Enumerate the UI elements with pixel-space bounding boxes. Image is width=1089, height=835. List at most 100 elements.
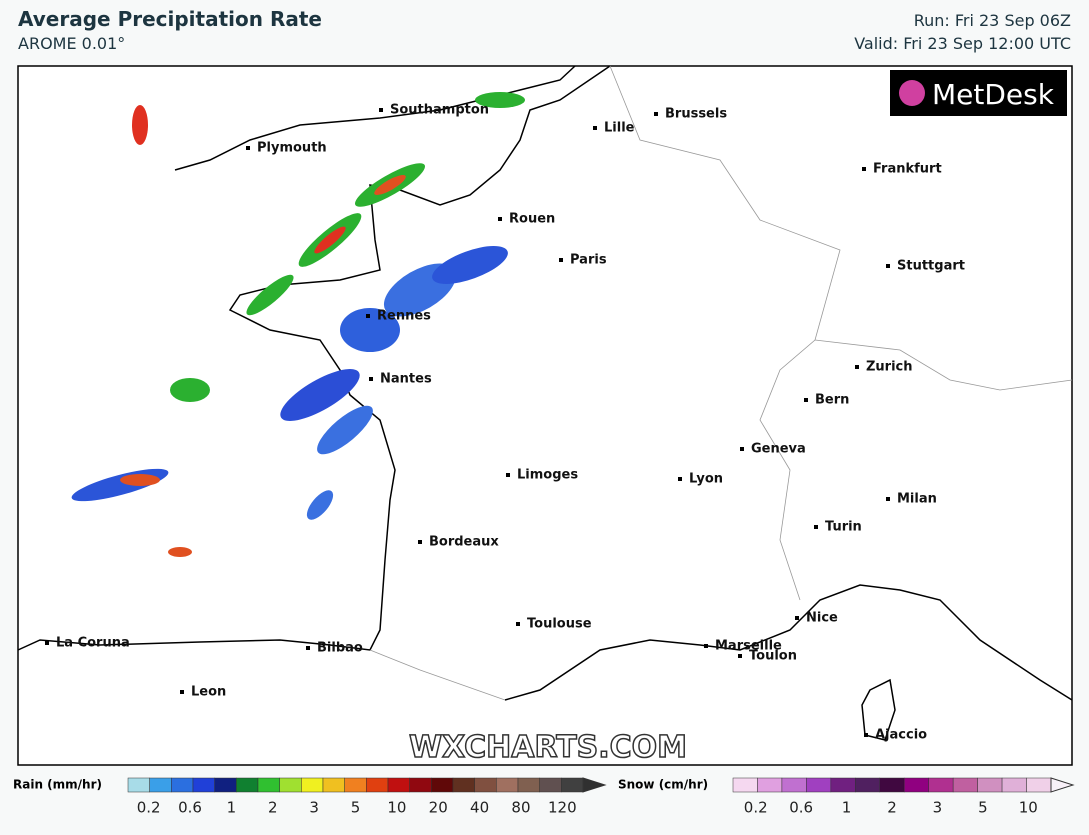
logo: MetDesk xyxy=(932,78,1055,111)
legend-swatch xyxy=(1026,777,1052,793)
legend-swatch xyxy=(236,777,259,793)
precipitation xyxy=(71,92,525,557)
legend-label: Snow (cm/hr) xyxy=(618,778,708,792)
city-label: Southampton xyxy=(390,103,489,118)
city-label: Bern xyxy=(815,393,849,408)
legend-swatch xyxy=(474,777,497,793)
legend-swatch xyxy=(192,777,215,793)
city-marker xyxy=(814,525,818,529)
legend-swatch xyxy=(301,777,324,793)
city-label: Toulon xyxy=(749,649,797,664)
legend-tick: 5 xyxy=(978,799,988,817)
legend-swatch xyxy=(977,777,1003,793)
city-label: Nantes xyxy=(380,372,432,387)
city-label: Bilbao xyxy=(317,641,363,656)
legend-swatch xyxy=(539,777,562,793)
city-marker xyxy=(886,264,890,268)
legend-swatch xyxy=(452,777,475,793)
city-label: Lille xyxy=(604,121,635,136)
city-label: Turin xyxy=(825,520,862,535)
legend-swatch xyxy=(903,777,929,793)
legend-tick: 0.2 xyxy=(137,799,161,817)
legend-arrow xyxy=(1050,777,1075,793)
legend-tick: 1 xyxy=(842,799,852,817)
legend-swatch xyxy=(496,777,519,793)
city-marker xyxy=(379,108,383,112)
map-frame xyxy=(17,65,1073,766)
legend-swatch xyxy=(732,777,758,793)
city-marker xyxy=(795,616,799,620)
legend-swatch xyxy=(279,777,302,793)
run-time: Run: Fri 23 Sep 06Z xyxy=(914,11,1071,30)
city-marker xyxy=(738,654,742,658)
legend-swatch xyxy=(344,777,367,793)
city-marker xyxy=(864,733,868,737)
legend-tick: 3 xyxy=(933,799,943,817)
city-label: Ajaccio xyxy=(875,728,927,743)
city-label: Zurich xyxy=(866,360,913,375)
legend-tick: 40 xyxy=(470,799,489,817)
city-marker xyxy=(804,398,808,402)
legend-swatch xyxy=(431,777,454,793)
legend-label: Rain (mm/hr) xyxy=(13,778,102,792)
city-label: Toulouse xyxy=(527,617,592,632)
city-label: Nice xyxy=(806,611,838,626)
city-marker xyxy=(306,646,310,650)
city-label: Brussels xyxy=(665,107,727,122)
coastlines xyxy=(17,65,1073,741)
legend-swatch xyxy=(214,777,237,793)
city-marker xyxy=(366,314,370,318)
city-marker xyxy=(369,377,373,381)
city-label: La Coruna xyxy=(56,636,130,651)
city-label: Frankfurt xyxy=(873,162,942,177)
city-marker xyxy=(704,644,708,648)
city-label: Plymouth xyxy=(257,141,327,156)
legend-tick: 2 xyxy=(887,799,897,817)
city-marker xyxy=(855,365,859,369)
city-marker xyxy=(559,258,563,262)
legend-swatch xyxy=(757,777,783,793)
legend-swatch xyxy=(952,777,978,793)
city-marker xyxy=(180,690,184,694)
legend-swatch xyxy=(127,777,150,793)
legend-swatch xyxy=(830,777,856,793)
city-label: Milan xyxy=(897,492,937,507)
city-label: Rennes xyxy=(377,309,431,324)
legend-tick: 1 xyxy=(227,799,237,817)
title: Average Precipitation Rate xyxy=(18,7,322,31)
legend-tick: 10 xyxy=(387,799,406,817)
valid-time: Valid: Fri 23 Sep 12:00 UTC xyxy=(854,34,1071,53)
city-marker xyxy=(516,622,520,626)
city-marker xyxy=(886,497,890,501)
city-label: Rouen xyxy=(509,212,555,227)
legend-swatch xyxy=(928,777,954,793)
legend-tick: 120 xyxy=(548,799,577,817)
city-marker xyxy=(506,473,510,477)
city-label: Bordeaux xyxy=(429,535,499,550)
legend-tick: 5 xyxy=(351,799,361,817)
city-label: Stuttgart xyxy=(897,259,965,274)
legend-tick: 10 xyxy=(1019,799,1038,817)
legend-swatch xyxy=(517,777,540,793)
city-label: Lyon xyxy=(689,472,723,487)
city-marker xyxy=(498,217,502,221)
legend-swatch xyxy=(257,777,280,793)
subtitle: AROME 0.01° xyxy=(18,34,125,53)
city-label: Geneva xyxy=(751,442,806,457)
legend-tick: 0.6 xyxy=(178,799,202,817)
legend-swatch xyxy=(879,777,905,793)
legend-swatch xyxy=(171,777,194,793)
legend-swatch xyxy=(149,777,172,793)
legend-swatch xyxy=(855,777,881,793)
city-label: Limoges xyxy=(517,468,578,483)
legend-tick: 20 xyxy=(429,799,448,817)
legend-swatch xyxy=(1001,777,1027,793)
legend-swatch xyxy=(387,777,410,793)
legend-swatch xyxy=(806,777,832,793)
watermark: WXCHARTS.COM xyxy=(409,730,687,765)
city-marker xyxy=(654,112,658,116)
legend-tick: 0.2 xyxy=(744,799,768,817)
city-label: Leon xyxy=(191,685,226,700)
legend-tick: 3 xyxy=(309,799,319,817)
